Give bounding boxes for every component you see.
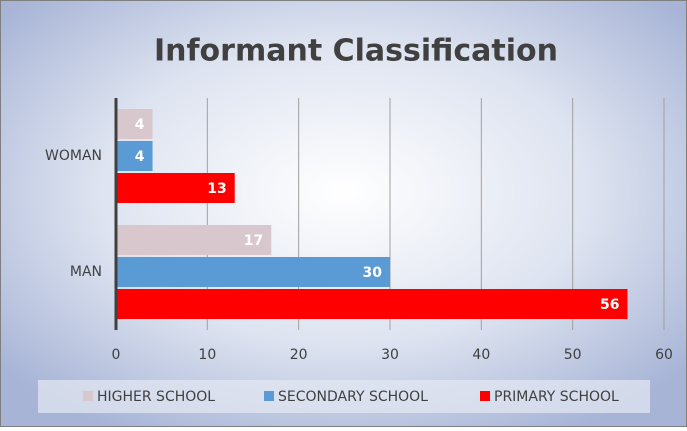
data-label: 13 bbox=[207, 181, 226, 197]
legend-label: HIGHER SCHOOL bbox=[97, 389, 215, 405]
data-label: 17 bbox=[244, 233, 263, 249]
bar bbox=[116, 257, 390, 287]
bar bbox=[116, 109, 153, 139]
x-tick-label: 60 bbox=[655, 347, 673, 363]
bar bbox=[116, 141, 153, 171]
x-tick-label: 0 bbox=[112, 347, 121, 363]
y-tick-label: MAN bbox=[70, 264, 102, 280]
legend-swatch bbox=[83, 391, 93, 401]
bar bbox=[116, 173, 235, 203]
legend-box bbox=[38, 380, 650, 413]
legend-label: PRIMARY SCHOOL bbox=[494, 389, 619, 405]
x-tick-label: 30 bbox=[381, 347, 399, 363]
data-label: 4 bbox=[135, 149, 145, 165]
chart-title: Informant Classification bbox=[154, 34, 558, 69]
bar bbox=[116, 289, 628, 319]
x-tick-label: 10 bbox=[198, 347, 216, 363]
legend-swatch bbox=[480, 391, 490, 401]
data-label: 4 bbox=[135, 117, 145, 133]
x-tick-label: 20 bbox=[290, 347, 308, 363]
x-tick-label: 40 bbox=[472, 347, 490, 363]
x-tick-label: 50 bbox=[564, 347, 582, 363]
legend-label: SECONDARY SCHOOL bbox=[278, 389, 428, 405]
bar bbox=[116, 225, 272, 255]
data-label: 30 bbox=[363, 265, 383, 281]
legend-swatch bbox=[264, 391, 274, 401]
data-label: 56 bbox=[600, 297, 619, 313]
y-tick-label: WOMAN bbox=[45, 148, 102, 164]
